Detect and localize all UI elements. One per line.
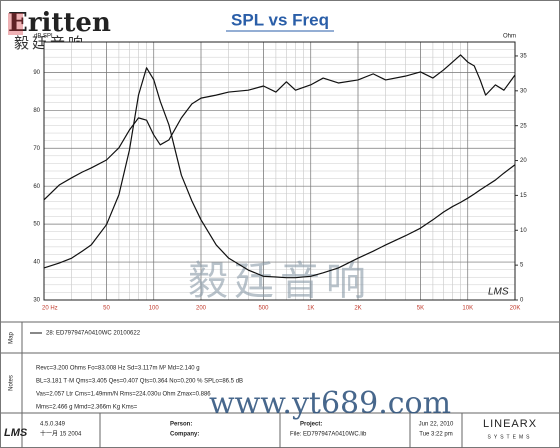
file: File: ED797947A0410WC.lib <box>290 432 367 438</box>
date: Jun 22, 2010 <box>419 422 454 428</box>
x-tick-label: 50 <box>103 306 110 312</box>
y2-axis-label: Ohm <box>503 34 516 40</box>
notes-label: Notes <box>9 375 15 391</box>
version: 4.5.0.349 <box>40 422 66 428</box>
y-axis-label: dB SPL <box>34 34 55 40</box>
project: Project: <box>300 422 322 428</box>
note-line: Revc=3.200 Ohms Fo=83.008 Hz Sd=3.117m M… <box>36 366 200 372</box>
y2-tick-label: 15 <box>520 193 527 199</box>
series-line <box>43 54 516 201</box>
x-tick-label: 100 <box>149 306 160 312</box>
brand-sub: SYSTEMS <box>488 434 533 440</box>
build-date: 十一月 15 2004 <box>40 430 82 438</box>
legend-entry: 28: ED797947A0410WC 20100622 <box>46 331 141 337</box>
watermark-url: www.yt689.com <box>209 386 451 421</box>
y-tick-label: 70 <box>33 146 40 152</box>
note-line: Mms=2.466 g Mmd=2.366m Kg Kms= <box>36 405 138 411</box>
y2-tick-label: 30 <box>520 88 527 94</box>
brand: LINEARX <box>483 418 537 430</box>
footer-logo: LMS <box>4 427 28 439</box>
plot-border <box>43 41 516 301</box>
note-line: Vas=2.057 Ltr Cms=1.49mm/N Rms=224.030u … <box>36 392 211 398</box>
x-tick-label: 2K <box>354 306 361 312</box>
plot: 20 Hz 50 100 200 500 1K 2K 5K 10K 20K304050607080… <box>33 41 527 312</box>
y2-tick-label: 20 <box>520 158 527 164</box>
note-line: BL=3.181 T·M Qms=3.405 Qes=0.407 Qts=0.3… <box>36 379 243 385</box>
company: Company: <box>170 432 199 438</box>
x-tick-label: 20K <box>510 306 521 312</box>
y2-tick-label: 5 <box>520 263 524 269</box>
watermark-chinese: 毅廷音响 <box>188 260 372 304</box>
map-label: Map <box>9 332 15 344</box>
chart-title: SPL vs Freq <box>231 10 329 29</box>
y2-tick-label: 0 <box>520 298 524 304</box>
y-tick-label: 50 <box>33 222 40 228</box>
x-tick-label: 5K <box>417 306 424 312</box>
y2-tick-label: 35 <box>520 54 527 60</box>
person: Person: <box>170 422 192 428</box>
y-tick-label: 80 <box>33 108 40 114</box>
y-tick-label: 90 <box>33 70 40 76</box>
y-tick-label: 40 <box>33 260 40 266</box>
x-tick-label: 200 <box>196 306 207 312</box>
x-tick-label: 500 <box>258 306 269 312</box>
time: Tue 3:22 pm <box>419 432 452 438</box>
x-tick-label: 10K <box>462 306 473 312</box>
series-line <box>43 67 516 279</box>
y2-tick-label: 10 <box>520 228 527 234</box>
logo: Eritten <box>8 8 111 38</box>
y-tick-label: 30 <box>33 298 40 304</box>
y2-tick-label: 25 <box>520 123 527 129</box>
x-tick-label: 20 Hz <box>42 306 58 312</box>
plot-logo: LMS <box>488 287 509 298</box>
logo-accent <box>8 13 23 35</box>
x-tick-label: 1K <box>307 306 314 312</box>
y-tick-label: 60 <box>33 184 40 190</box>
